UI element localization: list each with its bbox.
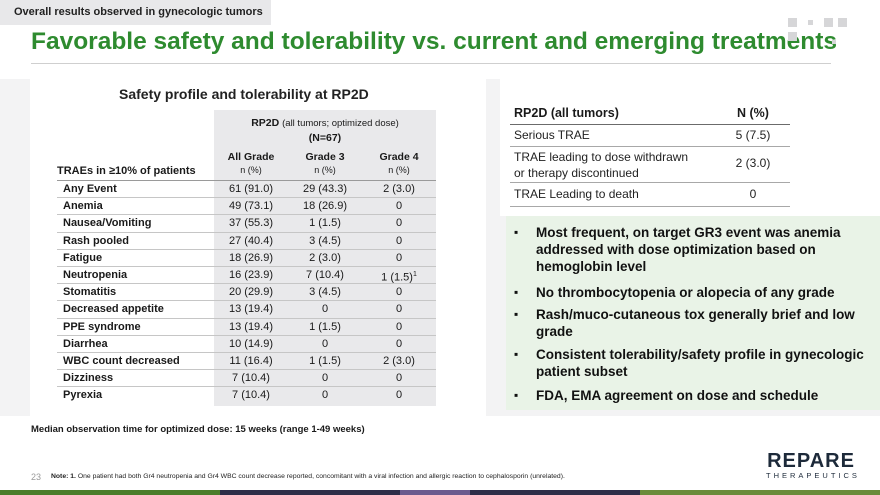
column-header-all-grade: All Grade n (%) — [227, 151, 275, 175]
title-divider — [31, 63, 831, 64]
summary-table-n-header: N (%) — [737, 106, 769, 120]
footnote-marker: 1 — [412, 271, 417, 278]
summary-table-panel — [500, 79, 880, 216]
bullet-square-icon: ▪ — [514, 347, 519, 361]
bullet-item: ▪ FDA, EMA agreement on dose and schedule — [514, 388, 819, 403]
table-row: Rash pooled 27 (40.4) 3 (4.5) 0 — [57, 233, 436, 250]
table-row: Any Event 61 (91.0) 29 (43.3) 2 (3.0) — [57, 181, 436, 199]
key-takeaways-panel — [506, 216, 880, 410]
summary-row-label: Serious TRAE — [514, 128, 590, 142]
row-header-label: TRAEs in ≥10% of patients — [57, 165, 196, 177]
company-logo: REPARE THERAPEUTICS — [766, 450, 860, 480]
summary-row-value: 2 (3.0) — [735, 156, 771, 170]
table-row: Anemia 49 (73.1) 18 (26.9) 0 — [57, 198, 436, 216]
bullet-square-icon: ▪ — [514, 388, 519, 402]
summary-row-label: TRAE leading to dose withdrawn or therapy… — [514, 150, 689, 180]
bullet-item: ▪ Consistent tolerability/safety profile … — [514, 347, 864, 379]
safety-table-title: Safety profile and tolerability at RP2D — [119, 86, 369, 102]
table-row: Decreased appetite 13 (19.4) 0 0 — [57, 301, 436, 319]
decorative-squares — [788, 18, 858, 60]
summary-header-rule — [510, 124, 790, 125]
bullet-square-icon: ▪ — [514, 225, 519, 239]
bullet-item: ▪ No thrombocytopenia or alopecia of any … — [514, 285, 835, 300]
summary-row-value: 5 (7.5) — [735, 128, 771, 142]
summary-row-rule — [510, 182, 790, 183]
summary-row-rule — [510, 206, 790, 207]
section-tag: Overall results observed in gynecologic … — [0, 0, 271, 25]
bullet-item: ▪ Rash/muco-cutaneous tox generally brief… — [514, 307, 855, 339]
table-row: Pyrexia 7 (10.4) 0 0 — [63, 389, 403, 402]
bullet-square-icon: ▪ — [514, 285, 519, 299]
summary-row-label: TRAE Leading to death — [514, 187, 639, 201]
bullet-square-icon: ▪ — [514, 307, 519, 321]
table-row: Nausea/Vomiting 37 (55.3) 1 (1.5) 0 — [57, 215, 436, 233]
footnote: Note: 1. One patient had both Gr4 neutro… — [51, 473, 565, 480]
summary-row-rule — [510, 146, 790, 147]
page-title: Favorable safety and tolerability vs. cu… — [31, 28, 838, 55]
table-row: PPE syndrome 13 (19.4) 1 (1.5) 0 — [57, 319, 436, 336]
rp2d-column-shade — [214, 110, 436, 406]
summary-row-value: 0 — [749, 187, 757, 201]
footer-color-bar — [0, 490, 880, 495]
bullet-item: ▪ Most frequent, on target GR3 event was … — [514, 225, 841, 274]
summary-table-header: RP2D (all tumors) — [514, 106, 619, 120]
rp2d-group-header: RP2D (all tumors; optimized dose) (N=67) — [251, 117, 399, 144]
observation-time-note: Median observation time for optimized do… — [31, 424, 365, 435]
table-header-rule — [57, 180, 436, 181]
page-number: 23 — [31, 472, 42, 482]
table-row: Neutropenia 16 (23.9) 7 (10.4) 1 (1.5)1 — [57, 267, 436, 285]
table-row: Dizziness 7 (10.4) 0 0 — [57, 370, 436, 388]
table-row: Diarrhea 10 (14.9) 0 0 — [57, 336, 436, 353]
table-row: Stomatitis 20 (29.9) 3 (4.5) 0 — [57, 284, 436, 302]
table-row: Fatigue 18 (26.9) 2 (3.0) 0 — [57, 250, 436, 267]
table-row: WBC count decreased 11 (16.4) 1 (1.5) 2 (3.… — [57, 353, 436, 371]
